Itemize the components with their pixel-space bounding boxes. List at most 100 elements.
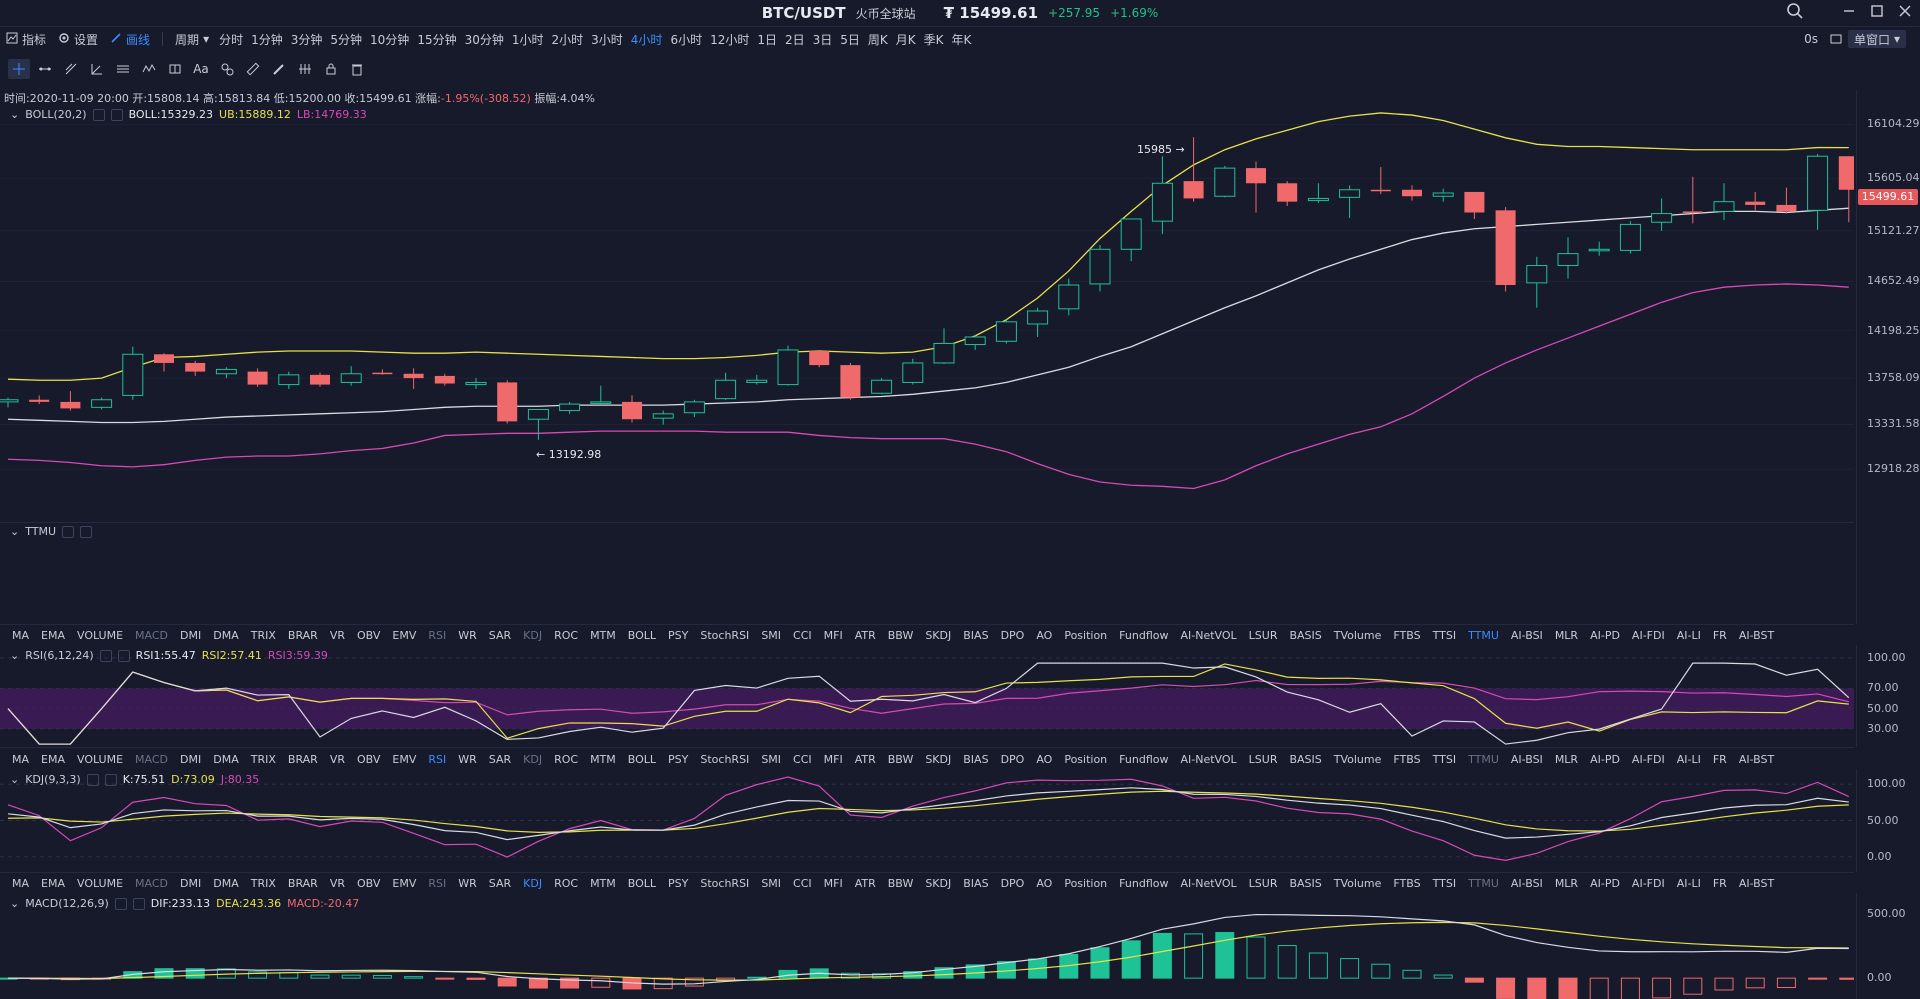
indicator-boll[interactable]: BOLL: [627, 628, 657, 642]
close-icon[interactable]: [132, 897, 145, 910]
period-11[interactable]: 6小时: [670, 32, 703, 47]
period-6[interactable]: 30分钟: [464, 32, 504, 47]
settings-button[interactable]: 设置: [52, 31, 104, 48]
period-20[interactable]: 年K: [951, 32, 972, 47]
horizontal-line-icon[interactable]: [34, 59, 56, 79]
price-axis[interactable]: 16104.29 15605.04 15121.27 14652.49 14198.25…: [1856, 90, 1920, 522]
indicator-atr[interactable]: ATR: [854, 876, 876, 890]
period-0[interactable]: 分时: [219, 32, 244, 47]
indicator-trix[interactable]: TRIX: [250, 876, 276, 890]
indicator-mfi[interactable]: MFI: [823, 876, 843, 890]
indicator-lsur[interactable]: LSUR: [1248, 628, 1278, 642]
indicator-ftbs[interactable]: FTBS: [1393, 752, 1421, 766]
indicator-fundflow[interactable]: Fundflow: [1119, 876, 1169, 890]
period-12[interactable]: 12小时: [710, 32, 750, 47]
indicator-ai-bsi[interactable]: AI-BSI: [1510, 628, 1543, 642]
trend-line-icon[interactable]: [60, 59, 82, 79]
period-13[interactable]: 1日: [757, 32, 777, 47]
indicator-ttsi[interactable]: TTSI: [1432, 752, 1457, 766]
indicator-brar[interactable]: BRAR: [287, 628, 318, 642]
indicator-ai-fdi[interactable]: AI-FDI: [1631, 628, 1665, 642]
indicator-emv[interactable]: EMV: [392, 628, 417, 642]
indicator-mtm[interactable]: MTM: [590, 876, 616, 890]
parallel-icon[interactable]: [112, 59, 134, 79]
indicator-atr[interactable]: ATR: [854, 752, 876, 766]
maximize-icon[interactable]: [1870, 4, 1884, 22]
indicator-rsi[interactable]: RSI: [428, 752, 447, 766]
period-18[interactable]: 月K: [895, 32, 916, 47]
period-16[interactable]: 5日: [840, 32, 860, 47]
indicator-ttmu[interactable]: TTMU: [1468, 876, 1499, 890]
close-icon[interactable]: [1898, 4, 1912, 22]
indicator-emv[interactable]: EMV: [392, 752, 417, 766]
settings-icon[interactable]: [114, 897, 127, 910]
indicator-mlr[interactable]: MLR: [1554, 752, 1579, 766]
indicator-psy[interactable]: PSY: [668, 628, 689, 642]
indicator-mlr[interactable]: MLR: [1554, 628, 1579, 642]
text-icon[interactable]: Aa: [193, 62, 209, 76]
indicator-vr[interactable]: VR: [329, 876, 345, 890]
indicator-macd[interactable]: MACD: [135, 876, 169, 890]
period-dropdown[interactable]: 周期 ▾: [169, 31, 215, 48]
indicator-kdj[interactable]: KDJ: [523, 752, 543, 766]
indicator-roc[interactable]: ROC: [554, 876, 579, 890]
indicator-volume[interactable]: VOLUME: [76, 628, 124, 642]
indicator-skdj[interactable]: SKDJ: [925, 628, 952, 642]
indicator-ao[interactable]: AO: [1036, 628, 1053, 642]
indicator-mtm[interactable]: MTM: [590, 628, 616, 642]
indicator-ai-li[interactable]: AI-LI: [1676, 628, 1701, 642]
indicator-boll[interactable]: BOLL: [627, 876, 657, 890]
indicator-ai-bst[interactable]: AI-BST: [1738, 628, 1775, 642]
timezone-label[interactable]: 0s: [1804, 32, 1818, 46]
indicator-smi[interactable]: SMI: [761, 752, 782, 766]
indicator-brar[interactable]: BRAR: [287, 752, 318, 766]
indicator-psy[interactable]: PSY: [668, 752, 689, 766]
indicator-dpo[interactable]: DPO: [1000, 752, 1025, 766]
pencil-icon[interactable]: [268, 59, 290, 79]
indicator-ttsi[interactable]: TTSI: [1432, 628, 1457, 642]
settings-icon[interactable]: [92, 108, 105, 121]
indicator-lsur[interactable]: LSUR: [1248, 876, 1278, 890]
indicator-volume[interactable]: VOLUME: [76, 876, 124, 890]
screenshot-icon[interactable]: [1824, 33, 1848, 45]
symbol-label[interactable]: BTC/USDT: [761, 4, 846, 22]
crosshair-icon[interactable]: [8, 59, 30, 79]
indicator-roc[interactable]: ROC: [554, 628, 579, 642]
search-icon[interactable]: [1786, 2, 1804, 24]
settings-icon[interactable]: [99, 649, 112, 662]
indicator-trix[interactable]: TRIX: [250, 752, 276, 766]
indicator-bbw[interactable]: BBW: [887, 752, 914, 766]
indicator-ai-fdi[interactable]: AI-FDI: [1631, 876, 1665, 890]
lock-icon[interactable]: [320, 59, 342, 79]
indicator-bias[interactable]: BIAS: [963, 752, 989, 766]
measure-icon[interactable]: [216, 59, 238, 79]
indicator-ai-fdi[interactable]: AI-FDI: [1631, 752, 1665, 766]
indicator-macd[interactable]: MACD: [135, 628, 169, 642]
indicator-kdj[interactable]: KDJ: [523, 876, 543, 890]
indicator-ai-li[interactable]: AI-LI: [1676, 752, 1701, 766]
close-icon[interactable]: [80, 525, 93, 538]
indicator-mtm[interactable]: MTM: [590, 752, 616, 766]
indicator-ftbs[interactable]: FTBS: [1393, 876, 1421, 890]
period-14[interactable]: 2日: [785, 32, 805, 47]
wave-icon[interactable]: [138, 59, 160, 79]
indicator-ma[interactable]: MA: [12, 628, 30, 642]
indicator-fr[interactable]: FR: [1712, 628, 1727, 642]
indicator-ai-li[interactable]: AI-LI: [1676, 876, 1701, 890]
indicator-ema[interactable]: EMA: [41, 876, 65, 890]
minimize-icon[interactable]: [1842, 4, 1856, 22]
indicator-mfi[interactable]: MFI: [823, 752, 843, 766]
indicator-ao[interactable]: AO: [1036, 752, 1053, 766]
indicator-wr[interactable]: WR: [458, 752, 477, 766]
indicator-dmi[interactable]: DMI: [180, 876, 202, 890]
indicator-dma[interactable]: DMA: [213, 876, 239, 890]
indicator-ai-pd[interactable]: AI-PD: [1590, 752, 1620, 766]
period-3[interactable]: 5分钟: [330, 32, 363, 47]
indicator-cci[interactable]: CCI: [793, 628, 812, 642]
indicator-rsi[interactable]: RSI: [428, 628, 447, 642]
indicator-fr[interactable]: FR: [1712, 876, 1727, 890]
indicator-ai-pd[interactable]: AI-PD: [1590, 876, 1620, 890]
indicator-skdj[interactable]: SKDJ: [925, 876, 952, 890]
indicator-vr[interactable]: VR: [329, 752, 345, 766]
indicator-position[interactable]: Position: [1064, 628, 1108, 642]
